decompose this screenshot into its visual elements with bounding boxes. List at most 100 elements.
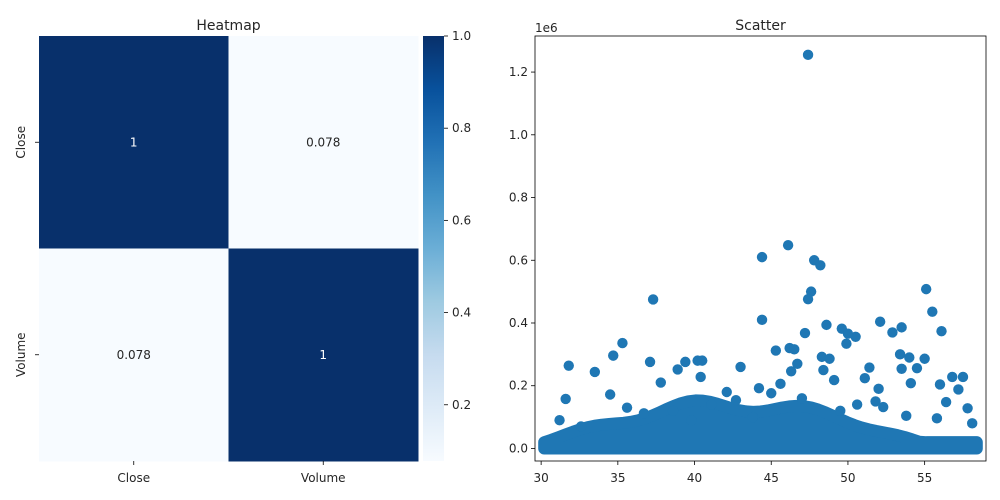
heatmap-cell: [228, 36, 419, 249]
scatter-point: [730, 394, 742, 406]
scatter-point: [756, 251, 768, 263]
scatter-point: [864, 362, 875, 373]
heatmap-cells: [39, 36, 419, 462]
scatter-point: [753, 383, 765, 394]
colorbar-gradient: [423, 36, 444, 461]
scatter-point: [604, 389, 616, 400]
scatter-point: [617, 337, 628, 349]
colorbar-tick-label: 0.2: [452, 398, 471, 412]
colorbar-tick-label: 0.4: [452, 306, 471, 320]
scatter-y-tick-label: 0.4: [509, 316, 528, 330]
scatter-point: [647, 294, 659, 305]
heatmap-cell-label: 0.078: [306, 135, 340, 149]
scatter-point: [667, 405, 679, 417]
scatter-point: [887, 327, 898, 338]
scatter-point: [919, 353, 930, 364]
scatter-point: [835, 405, 846, 417]
scatter-point: [686, 415, 697, 426]
scatter-point: [841, 338, 852, 349]
scatter-point: [927, 306, 938, 317]
scatter-x-tick-label: 35: [610, 471, 625, 485]
scatter-point: [770, 345, 782, 356]
scatter-y-offset-text: 1e6: [535, 21, 558, 35]
scatter-y-tick-label: 1.0: [509, 128, 528, 142]
scatter-point: [589, 366, 601, 378]
scatter-point: [940, 396, 952, 408]
scatter-point: [782, 240, 794, 251]
scatter-point: [896, 322, 907, 333]
scatter-y-tick-label: 0.0: [509, 441, 528, 455]
heatmap-x-tick-label: Volume: [301, 471, 346, 485]
heatmap-cell: [39, 248, 229, 462]
scatter-point: [818, 364, 829, 376]
scatter-point: [842, 328, 854, 339]
colorbar-tick-label: 1.0: [452, 29, 471, 43]
scatter-point: [621, 402, 633, 413]
scatter-point: [747, 411, 759, 423]
scatter-points: [554, 49, 978, 432]
scatter-point: [966, 418, 978, 429]
scatter-y-tick-label: 0.8: [509, 191, 528, 205]
scatter-point: [870, 396, 881, 407]
heatmap-cell-label: 0.078: [117, 348, 151, 362]
scatter-dense-band: [538, 394, 983, 455]
scatter-point: [735, 361, 746, 373]
scatter-point: [901, 410, 912, 422]
scatter-point: [554, 415, 565, 426]
scatter-point: [575, 421, 587, 432]
scatter-point: [799, 327, 811, 339]
scatter-point: [873, 383, 884, 395]
scatter-point: [851, 399, 863, 410]
scatter-point: [721, 386, 732, 398]
scatter-point: [766, 388, 777, 399]
scatter-point: [911, 362, 923, 374]
heatmap-x-axis: Close Volume: [117, 461, 346, 485]
heatmap-cell: [39, 36, 229, 249]
scatter-point: [756, 314, 768, 326]
colorbar-tick-label: 0.6: [452, 213, 471, 227]
scatter-x-axis: 30 35 40 45 50 55: [533, 461, 932, 485]
scatter-point: [802, 293, 814, 305]
scatter-point: [697, 355, 708, 366]
heatmap-y-tick-label: Close: [14, 126, 28, 159]
scatter-point: [608, 350, 619, 361]
colorbar-tick-label: 0.8: [452, 121, 471, 135]
heatmap-cell: [228, 248, 419, 462]
scatter-point: [953, 384, 964, 395]
scatter-point: [896, 363, 907, 374]
scatter-point: [904, 352, 915, 363]
scatter-y-axis: 0.0 0.2 0.4 0.6 0.8 1.0 1.2: [509, 65, 535, 455]
scatter-point: [962, 403, 973, 414]
scatter-point: [695, 371, 706, 383]
heatmap-cell-labels: 1 0.078 0.078 1: [117, 135, 341, 362]
scatter-point: [894, 349, 906, 360]
heatmap-title: Heatmap: [196, 18, 260, 34]
scatter-point: [859, 372, 871, 384]
colorbar: 0.2 0.4 0.6 0.8 1.0: [423, 29, 471, 461]
scatter-point: [802, 49, 814, 61]
scatter-point: [815, 260, 826, 271]
scatter-point: [775, 378, 786, 390]
scatter-point: [947, 371, 958, 383]
heatmap-x-tick-label: Close: [117, 471, 150, 485]
scatter-point: [821, 319, 832, 331]
heatmap-cell-label: 1: [319, 348, 327, 362]
scatter-point: [792, 358, 803, 369]
scatter-point: [706, 399, 717, 410]
scatter-point: [789, 344, 800, 355]
scatter-point: [672, 364, 683, 375]
scatter-point: [644, 356, 656, 368]
scatter-point: [878, 401, 889, 413]
scatter-x-tick-label: 45: [764, 471, 779, 485]
scatter-point: [680, 356, 691, 368]
scatter-point: [874, 316, 886, 327]
scatter-point: [920, 283, 932, 295]
scatter-axes-frame: [534, 35, 987, 462]
scatter-point: [563, 360, 574, 371]
heatmap-cell-label: 1: [130, 135, 138, 149]
scatter-point: [905, 378, 917, 389]
scatter-point: [936, 325, 947, 337]
scatter-point: [934, 379, 946, 390]
scatter-x-tick-label: 30: [533, 471, 548, 485]
